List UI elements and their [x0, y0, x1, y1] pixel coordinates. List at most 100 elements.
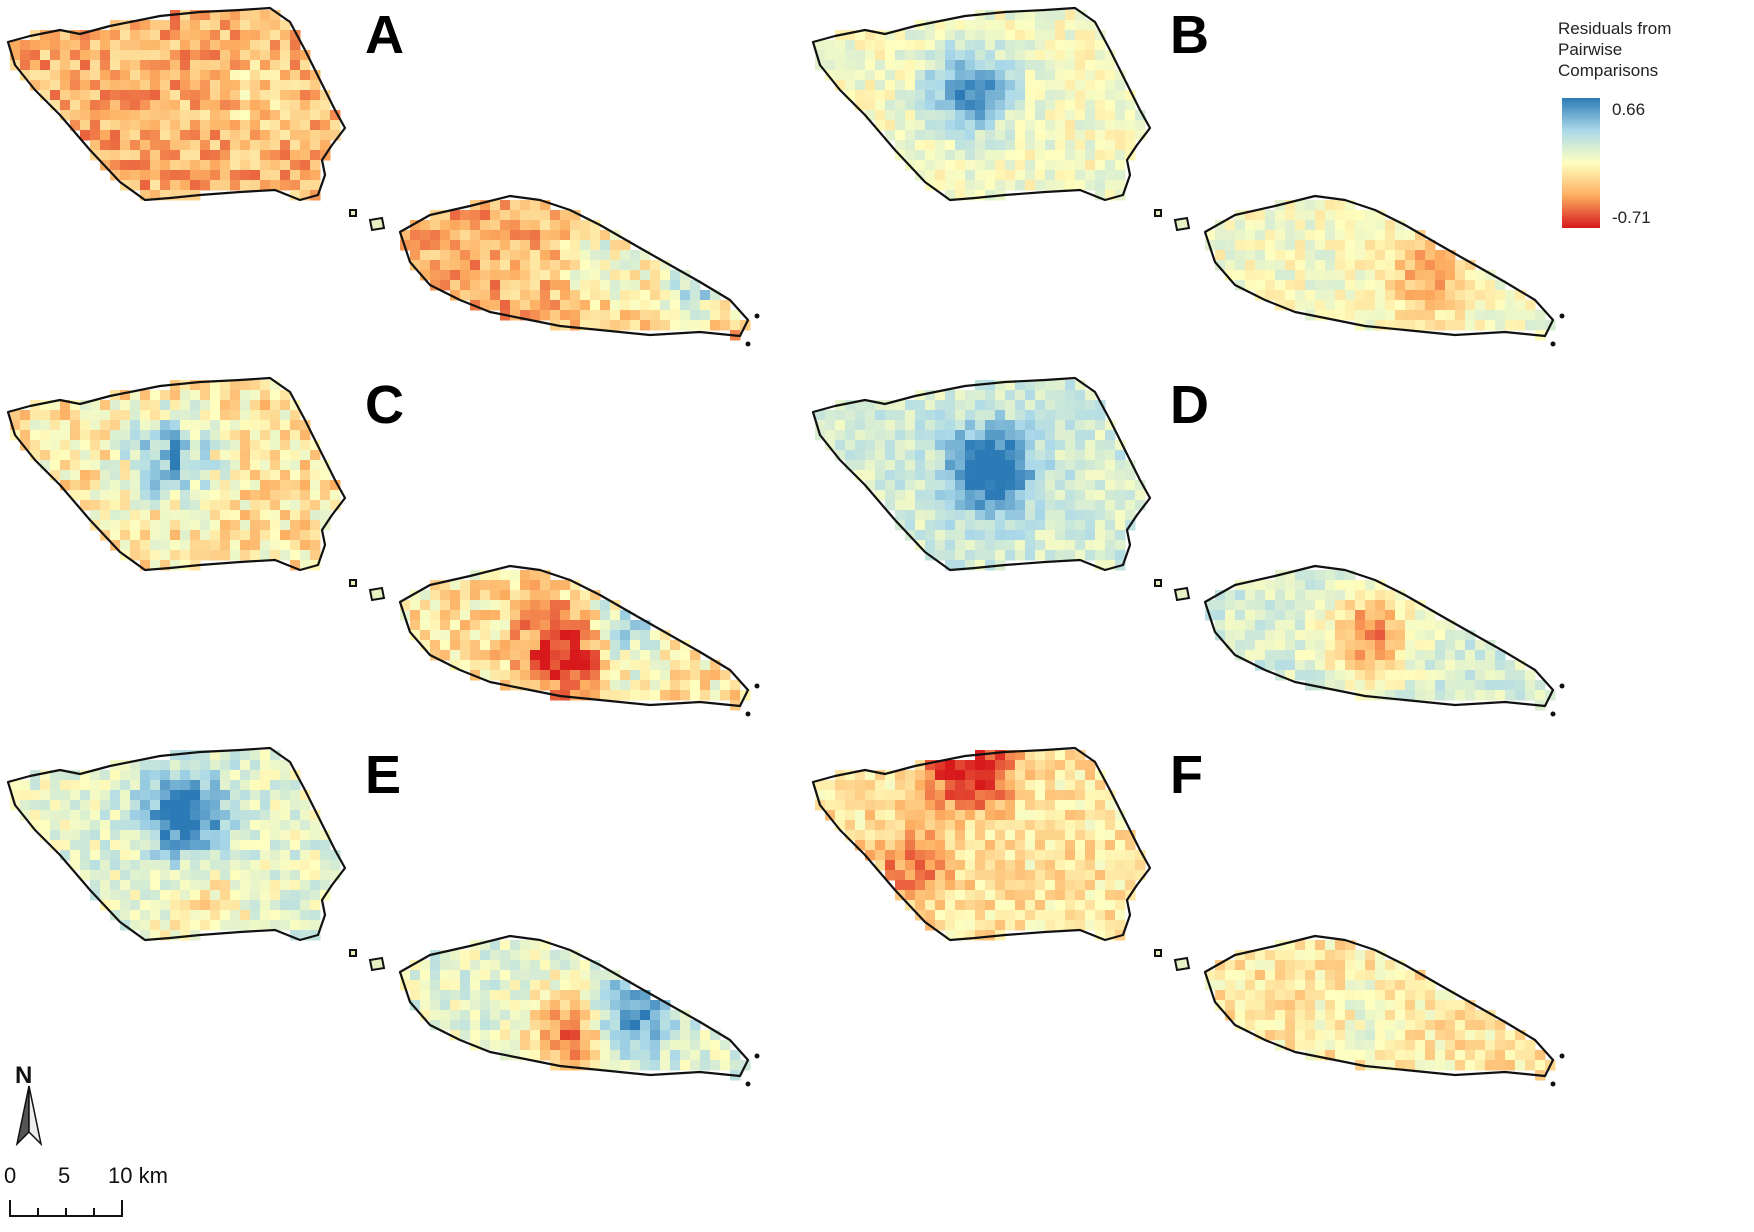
- raster-cell: [650, 310, 661, 321]
- raster-cell: [1485, 1010, 1496, 1021]
- raster-cell: [290, 460, 301, 471]
- raster-cell: [955, 130, 966, 141]
- raster-cell: [975, 50, 986, 61]
- raster-cell: [1065, 450, 1076, 461]
- raster-cell: [885, 480, 896, 491]
- raster-cell: [240, 820, 251, 831]
- raster-cell: [140, 60, 151, 71]
- raster-cell: [995, 810, 1006, 821]
- raster-cell: [1395, 1010, 1406, 1021]
- raster-cell: [450, 990, 461, 1001]
- raster-cell: [905, 60, 916, 71]
- raster-cell: [1025, 180, 1036, 191]
- raster-cell: [925, 780, 936, 791]
- raster-cell: [40, 40, 51, 51]
- raster-cell: [440, 240, 451, 251]
- raster-cell: [955, 540, 966, 551]
- raster-cell: [140, 870, 151, 881]
- raster-cell: [140, 520, 151, 531]
- raster-cell: [1075, 90, 1086, 101]
- raster-cell: [130, 890, 141, 901]
- raster-cell: [1375, 600, 1386, 611]
- raster-cell: [1415, 1030, 1426, 1041]
- raster-cell: [220, 170, 231, 181]
- raster-cell: [170, 770, 181, 781]
- raster-cell: [1075, 810, 1086, 821]
- raster-cell: [925, 500, 936, 511]
- raster-cell: [975, 170, 986, 181]
- raster-cell: [130, 830, 141, 841]
- raster-cell: [100, 510, 111, 521]
- raster-cell: [1375, 970, 1386, 981]
- raster-cell: [1405, 650, 1416, 661]
- raster-cell: [40, 820, 51, 831]
- raster-cell: [925, 110, 936, 121]
- raster-cell: [260, 790, 271, 801]
- raster-cell: [1065, 140, 1076, 151]
- raster-cell: [250, 500, 261, 511]
- raster-cell: [550, 610, 561, 621]
- raster-cell: [120, 860, 131, 871]
- raster-cell: [260, 180, 271, 191]
- raster-cell: [280, 410, 291, 421]
- raster-cell: [1305, 660, 1316, 671]
- raster-cell: [1295, 970, 1306, 981]
- raster-cell: [710, 660, 721, 671]
- raster-cell: [190, 120, 201, 131]
- raster-cell: [1345, 580, 1356, 591]
- raster-cell: [200, 80, 211, 91]
- raster-cell: [1005, 820, 1016, 831]
- raster-cell: [1275, 960, 1286, 971]
- raster-cell: [670, 270, 681, 281]
- raster-cell: [150, 80, 161, 91]
- raster-cell: [935, 900, 946, 911]
- raster-cell: [1005, 440, 1016, 451]
- raster-cell: [110, 890, 121, 901]
- raster-cell: [1055, 780, 1066, 791]
- raster-cell: [995, 460, 1006, 471]
- raster-cell: [460, 270, 471, 281]
- raster-cell: [1125, 510, 1136, 521]
- raster-cell: [835, 80, 846, 91]
- raster-cell: [1045, 30, 1056, 41]
- raster-cell: [320, 130, 331, 141]
- raster-cell: [985, 540, 996, 551]
- raster-cell: [1435, 250, 1446, 261]
- raster-cell: [540, 580, 551, 591]
- raster-cell: [1375, 980, 1386, 991]
- raster-cell: [1025, 380, 1036, 391]
- raster-cell: [140, 900, 151, 911]
- raster-cell: [1055, 100, 1066, 111]
- raster-cell: [560, 590, 571, 601]
- raster-cell: [875, 790, 886, 801]
- raster-cell: [430, 630, 441, 641]
- raster-cell: [720, 670, 731, 681]
- raster-cell: [240, 920, 251, 931]
- raster-cell: [240, 430, 251, 441]
- raster-cell: [865, 460, 876, 471]
- raster-cell: [420, 990, 431, 1001]
- raster-cell: [60, 790, 71, 801]
- raster-cell: [1425, 610, 1436, 621]
- scale-bar: [9, 1200, 123, 1217]
- raster-cell: [160, 160, 171, 171]
- raster-cell: [720, 310, 731, 321]
- raster-cell: [1315, 990, 1326, 1001]
- raster-cell: [200, 130, 211, 141]
- raster-cell: [110, 490, 121, 501]
- raster-cell: [1065, 180, 1076, 191]
- raster-cell: [260, 470, 271, 481]
- raster-cell: [1295, 570, 1306, 581]
- raster-cell: [1395, 980, 1406, 991]
- raster-cell: [1335, 590, 1346, 601]
- raster-cell: [1065, 490, 1076, 501]
- raster-cell: [490, 240, 501, 251]
- raster-cell: [1085, 480, 1096, 491]
- raster-cell: [210, 380, 221, 391]
- raster-cell: [935, 870, 946, 881]
- raster-cell: [730, 680, 741, 691]
- raster-cell: [460, 1020, 471, 1031]
- raster-cell: [230, 920, 241, 931]
- raster-cell: [200, 800, 211, 811]
- raster-cell: [80, 830, 91, 841]
